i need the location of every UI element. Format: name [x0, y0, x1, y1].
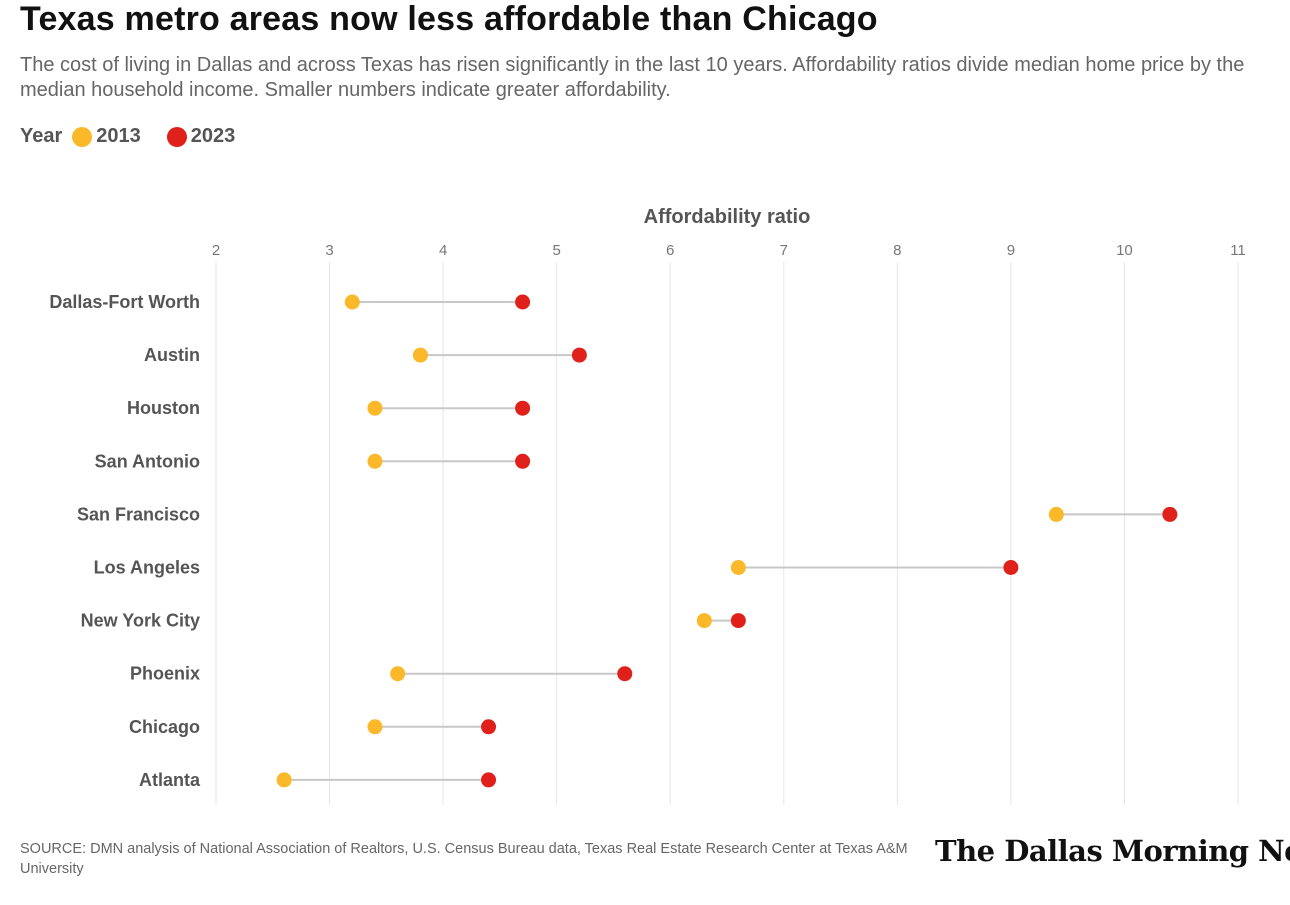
x-tick-label-2: 2	[212, 242, 220, 259]
point-2023-san-antonio	[515, 453, 531, 469]
point-2013-san-francisco	[1048, 506, 1064, 522]
point-2023-austin	[571, 347, 587, 363]
chart-title: Texas metro areas now less affordable th…	[20, 0, 878, 38]
legend-item-2023: 2023	[166, 125, 236, 148]
point-2023-chicago	[481, 719, 497, 735]
category-label-new-york-city: New York City	[81, 611, 200, 631]
legend-label-2013: 2013	[96, 125, 141, 147]
publisher-logo: The Dallas Morning News	[935, 834, 1290, 868]
x-tick-label-7: 7	[780, 242, 788, 259]
category-label-san-francisco: San Francisco	[77, 504, 200, 524]
x-tick-label-9: 9	[1007, 242, 1015, 259]
x-tick-label-11: 11	[1230, 242, 1246, 259]
point-2023-los-angeles	[1003, 560, 1019, 575]
x-tick-label-4: 4	[439, 242, 447, 259]
point-2023-new-york-city	[730, 613, 746, 629]
x-axis-label: Affordability ratio	[644, 206, 811, 228]
legend: Year 2013 2023	[20, 125, 261, 148]
point-2013-houston	[367, 400, 383, 416]
x-tick-label-8: 8	[893, 242, 901, 259]
legend-title: Year	[20, 125, 63, 147]
point-2023-houston	[515, 400, 531, 416]
x-tick-label-10: 10	[1116, 242, 1133, 259]
point-2023-phoenix	[617, 666, 633, 682]
point-2013-san-antonio	[367, 453, 383, 469]
point-2013-new-york-city	[696, 613, 712, 629]
category-label-chicago: Chicago	[129, 717, 200, 737]
source-note: SOURCE: DMN analysis of National Associa…	[20, 841, 908, 877]
category-label-dallas-fort-worth: Dallas-Fort Worth	[49, 292, 200, 312]
point-2013-los-angeles	[730, 560, 746, 575]
legend-label-2023: 2023	[190, 125, 236, 147]
category-label-houston: Houston	[127, 398, 200, 418]
x-tick-label-5: 5	[552, 242, 560, 259]
category-label-san-antonio: San Antonio	[95, 451, 200, 471]
legend-item-2013: 2013	[72, 125, 141, 148]
x-tick-label-6: 6	[666, 242, 674, 259]
category-label-phoenix: Phoenix	[130, 664, 200, 684]
legend-swatch-2023	[166, 126, 187, 147]
point-2013-chicago	[367, 719, 383, 735]
point-2023-atlanta	[481, 772, 497, 788]
chart-subtitle: The cost of living in Dallas and across …	[20, 54, 1245, 101]
point-2013-phoenix	[390, 666, 406, 682]
legend-swatch-2013	[72, 126, 93, 147]
category-label-los-angeles: Los Angeles	[94, 558, 200, 578]
category-label-austin: Austin	[144, 345, 200, 365]
category-label-atlanta: Atlanta	[139, 770, 201, 790]
point-2023-san-francisco	[1162, 506, 1178, 522]
x-tick-label-3: 3	[325, 242, 333, 259]
point-2023-dallas-fort-worth	[515, 294, 531, 310]
point-2013-atlanta	[276, 772, 292, 788]
point-2013-austin	[412, 347, 428, 363]
point-2013-dallas-fort-worth	[344, 294, 360, 310]
